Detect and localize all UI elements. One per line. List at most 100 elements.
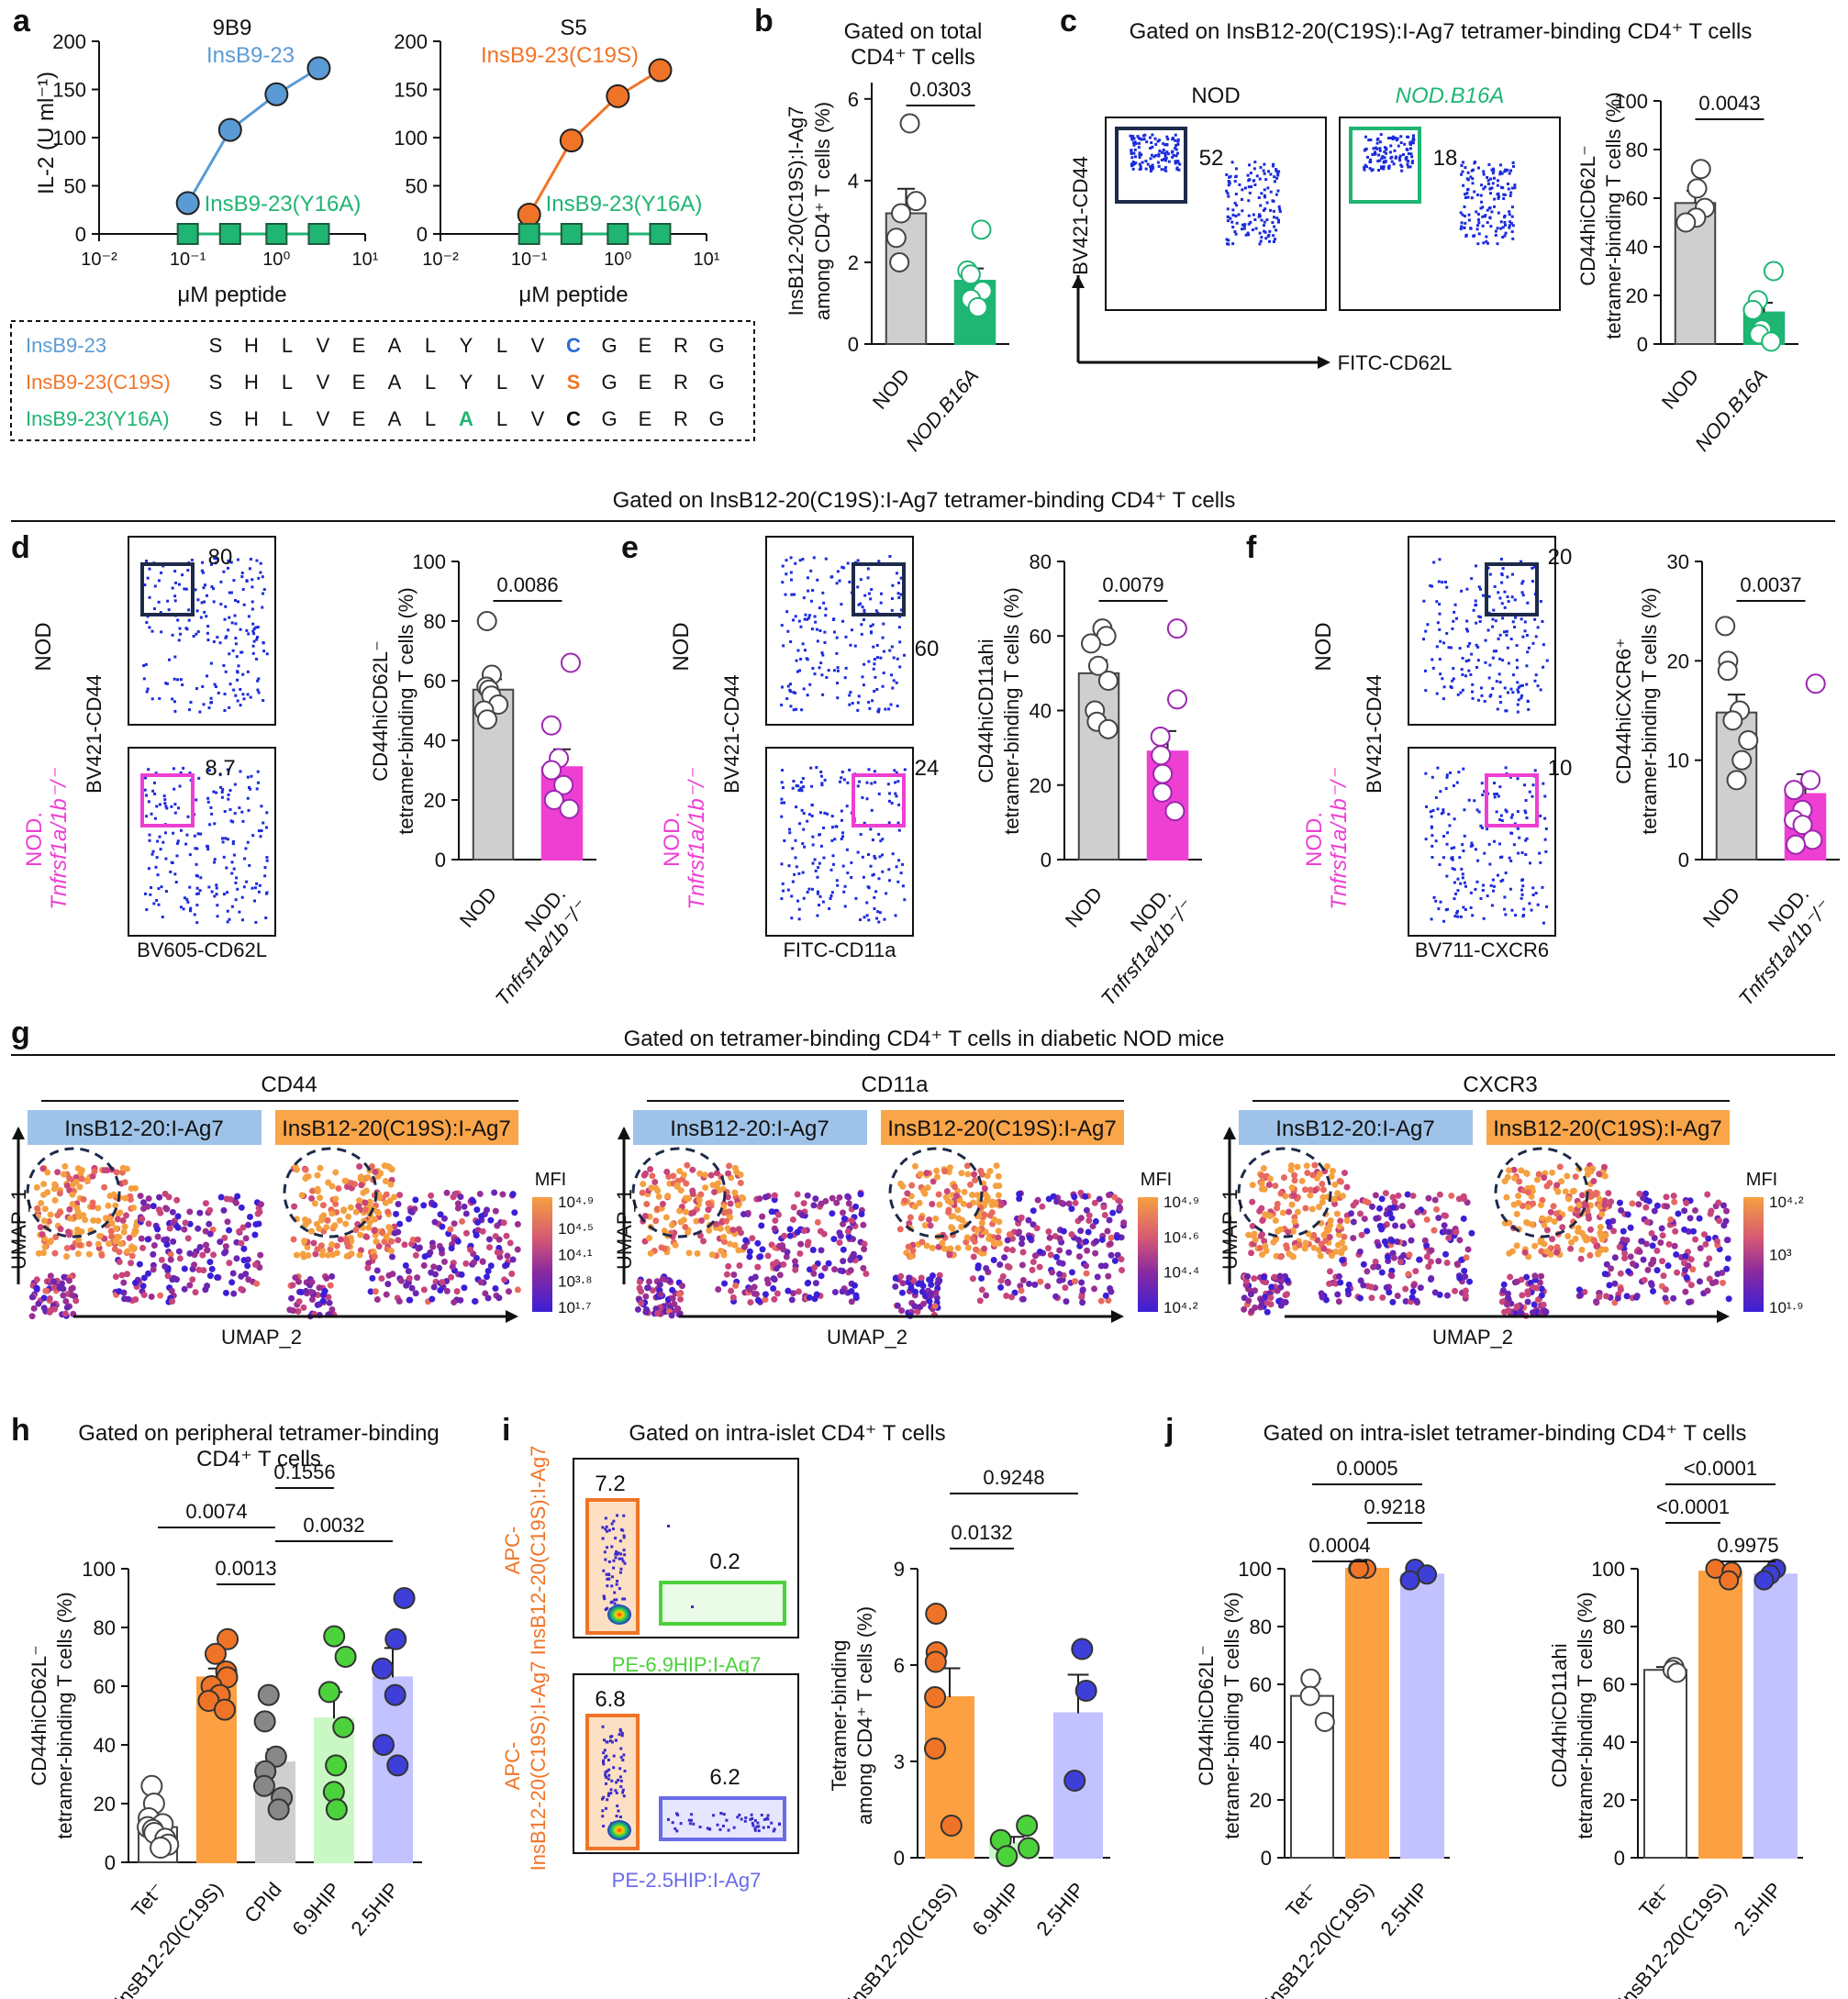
event-dot — [1492, 884, 1496, 888]
event-dot — [619, 1755, 623, 1759]
y-tick-label: 20 — [1626, 284, 1648, 307]
event-dot — [148, 838, 151, 842]
event-dot — [1445, 631, 1449, 635]
event-dot — [1498, 172, 1502, 176]
umap-cell — [1072, 1199, 1079, 1206]
event-dot — [810, 627, 814, 631]
umap-cell — [1082, 1193, 1089, 1200]
event-dot — [1266, 235, 1270, 239]
event-dot — [1149, 167, 1152, 171]
umap-cell — [1389, 1298, 1397, 1305]
arrow-head — [1717, 1310, 1730, 1323]
event-dot — [619, 1567, 623, 1571]
event-dot — [189, 906, 193, 910]
umap-cell — [1049, 1269, 1056, 1276]
umap-cell — [72, 1297, 80, 1305]
event-dot — [613, 1598, 617, 1602]
umap-cell — [184, 1235, 192, 1242]
umap-cell — [1542, 1307, 1549, 1315]
event-dot — [1464, 908, 1467, 912]
umap-cell — [1529, 1309, 1536, 1316]
umap-cell — [327, 1282, 334, 1289]
event-dot — [1471, 914, 1475, 917]
umap-cell — [387, 1248, 395, 1255]
event-dot — [890, 673, 894, 677]
event-dot — [1486, 179, 1490, 183]
event-dot — [246, 670, 250, 673]
event-dot — [1396, 137, 1399, 140]
event-dot — [220, 790, 224, 794]
event-dot — [254, 626, 258, 629]
event-dot — [1543, 794, 1547, 798]
umap-cell — [1323, 1225, 1330, 1232]
event-dot — [798, 822, 802, 826]
event-dot — [1436, 766, 1440, 770]
event-dot — [255, 636, 259, 639]
umap-cell — [723, 1271, 730, 1278]
umap-cell — [1651, 1207, 1658, 1215]
umap-cell — [1410, 1282, 1418, 1289]
event-dot — [148, 595, 151, 599]
umap-cell — [1290, 1192, 1297, 1199]
event-dot — [1408, 147, 1412, 150]
event-dot — [1453, 846, 1456, 850]
event-dot — [1498, 818, 1502, 822]
event-dot — [1536, 626, 1540, 629]
event-dot — [1520, 888, 1524, 892]
umap-cell — [1603, 1293, 1610, 1300]
umap-cell — [314, 1246, 321, 1253]
umap-cell — [1499, 1287, 1507, 1294]
umap-cell — [1562, 1188, 1569, 1195]
event-dot — [195, 893, 199, 896]
event-dot — [189, 909, 193, 913]
umap-cell — [1590, 1178, 1598, 1185]
event-dot — [1411, 160, 1415, 163]
event-dot — [218, 641, 222, 645]
umap-cell — [57, 1226, 64, 1233]
umap-cell — [1308, 1205, 1316, 1213]
event-dot — [215, 893, 218, 896]
event-dot — [242, 697, 246, 701]
event-dot — [1510, 205, 1514, 209]
y-tick-label: 0 — [1678, 849, 1689, 872]
event-dot — [610, 1575, 614, 1579]
umap-cell — [357, 1173, 364, 1181]
event-dot — [793, 872, 796, 876]
event-dot — [1506, 168, 1509, 172]
residue: L — [282, 334, 293, 357]
y-tick-label: 100 — [412, 550, 446, 573]
event-dot — [153, 584, 157, 588]
event-dot — [884, 707, 887, 711]
umap-cell — [42, 1287, 50, 1294]
event-dot — [259, 571, 262, 574]
umap-cell — [995, 1234, 1002, 1241]
event-dot — [1516, 710, 1520, 714]
series-label-c19s: InsB9-23(C19S) — [481, 43, 639, 68]
umap-cell — [833, 1199, 841, 1206]
event-dot — [830, 815, 834, 818]
event-dot — [863, 916, 866, 919]
event-dot — [604, 1516, 607, 1520]
umap-cell — [1274, 1205, 1281, 1212]
umap-cell — [323, 1224, 330, 1231]
event-dot — [255, 638, 259, 641]
event-dot — [1485, 235, 1488, 239]
row-label: NOD. — [1302, 812, 1327, 867]
y-axis-label: BV421-CD44 — [1069, 156, 1092, 275]
umap-cell — [764, 1252, 772, 1260]
event-dot — [169, 870, 173, 873]
event-dot — [1463, 226, 1466, 229]
umap-cell — [1030, 1207, 1037, 1215]
umap-cell — [342, 1236, 350, 1243]
event-dot — [1489, 883, 1493, 887]
event-dot — [1475, 880, 1479, 883]
umap-cell — [51, 1196, 59, 1204]
event-dot — [1174, 133, 1177, 137]
umap-cell — [1723, 1265, 1731, 1272]
umap-cell — [148, 1293, 155, 1300]
event-dot — [610, 1545, 614, 1549]
event-dot — [1490, 168, 1494, 172]
event-dot — [230, 905, 234, 908]
event-dot — [1174, 147, 1177, 150]
umap-cell — [931, 1303, 939, 1310]
